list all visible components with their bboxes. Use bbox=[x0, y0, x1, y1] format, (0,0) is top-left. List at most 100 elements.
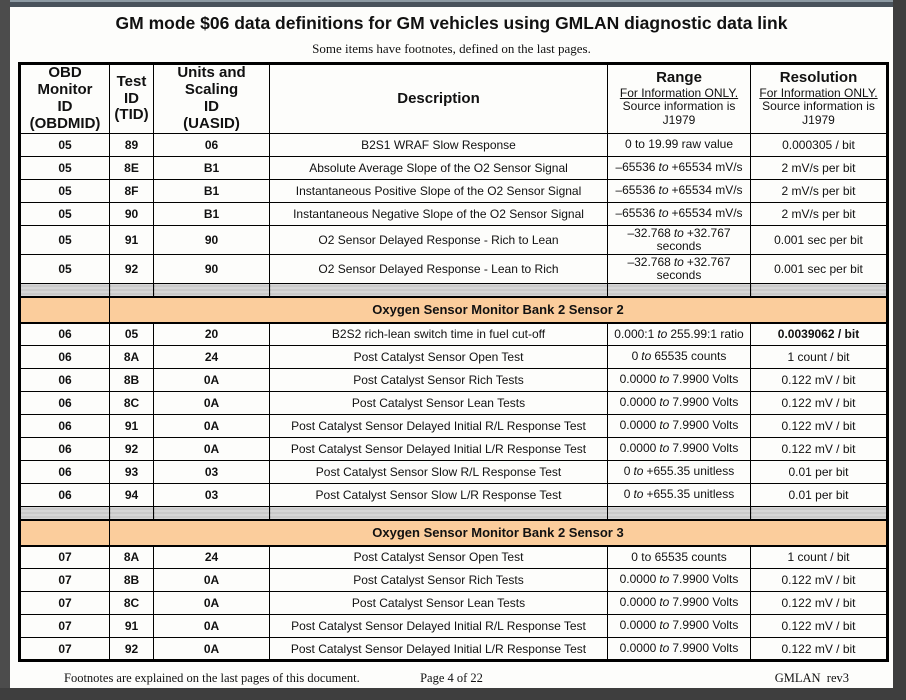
range-cell: –32.768 to +32.767 seconds bbox=[607, 254, 751, 284]
resolution-cell: 0.122 mV / bit bbox=[750, 437, 888, 461]
range-post: 7.9900 Volts bbox=[672, 395, 739, 410]
range-pre: 0.0000 bbox=[619, 595, 657, 610]
tid-cell: 92 bbox=[109, 254, 154, 284]
description-cell: Post Catalyst Sensor Delayed Initial L/R… bbox=[269, 437, 608, 461]
range-pre: 0.0000 bbox=[619, 418, 657, 433]
description-cell: Post Catalyst Sensor Open Test bbox=[269, 545, 608, 569]
range-to: to bbox=[673, 225, 684, 240]
col-header-tid: Test ID (TID) bbox=[109, 63, 154, 134]
uasid-cell: 0A bbox=[153, 414, 270, 438]
range-cell: 0.0000 to 7.9900 Volts bbox=[607, 614, 751, 638]
range-to: to bbox=[658, 160, 669, 175]
section-title: Oxygen Sensor Monitor Bank 2 Sensor 3 bbox=[109, 518, 888, 547]
range-to: to bbox=[657, 326, 668, 341]
range-to: to bbox=[659, 395, 670, 410]
range-post: +65534 mV/s bbox=[671, 183, 743, 198]
range-cell: 0 to 19.99 raw value bbox=[607, 133, 751, 157]
range-post: 7.9900 Volts bbox=[672, 441, 739, 456]
tid-cell: 92 bbox=[109, 637, 154, 661]
description-cell: Post Catalyst Sensor Open Test bbox=[269, 345, 608, 369]
range-pre: 0 bbox=[631, 349, 639, 364]
range-cell: 0.000:1 to 255.99:1 ratio bbox=[607, 322, 751, 346]
resolution-cell: 0.122 mV / bit bbox=[750, 368, 888, 392]
resolution-cell: 0.001 sec per bit bbox=[750, 254, 888, 284]
table-body: 05 89 06 B2S1 WRAF Slow Response 0 to 19.99 … bbox=[19, 133, 888, 661]
section-empty-cell bbox=[19, 518, 110, 547]
viewer-frame-right bbox=[893, 0, 906, 700]
range-cell: –65536 to +65534 mV/s bbox=[607, 179, 751, 203]
uasid-cell: 0A bbox=[153, 568, 270, 592]
table-row: 06 05 20 B2S2 rich-lean switch time in fuel… bbox=[19, 322, 888, 346]
range-to: to bbox=[659, 640, 670, 655]
table-row: 05 92 90 O2 Sensor Delayed Response - Lean … bbox=[19, 254, 888, 284]
data-table: OBD Monitor ID (OBDMID) Test ID (TID) Un… bbox=[18, 62, 889, 662]
range-post: 255.99:1 ratio bbox=[670, 326, 744, 341]
obdmid-cell: 06 bbox=[19, 322, 110, 346]
range-post: +655.35 unitless bbox=[646, 487, 735, 502]
resolution-cell: 0.01 per bit bbox=[750, 460, 888, 484]
resolution-cell: 2 mV/s per bit bbox=[750, 156, 888, 180]
uasid-cell: 0A bbox=[153, 437, 270, 461]
tid-cell: 8B bbox=[109, 568, 154, 592]
tid-cell: 8C bbox=[109, 391, 154, 415]
uasid-cell: 0A bbox=[153, 591, 270, 615]
viewer-frame-top bbox=[0, 0, 906, 7]
section-title: Oxygen Sensor Monitor Bank 2 Sensor 2 bbox=[109, 295, 888, 324]
separator-cell bbox=[19, 283, 110, 297]
range-cell: 0 to +655.35 unitless bbox=[607, 483, 751, 507]
uasid-cell: 0A bbox=[153, 391, 270, 415]
range-to: to bbox=[633, 487, 644, 502]
description-cell: Post Catalyst Sensor Delayed Initial L/R… bbox=[269, 637, 608, 661]
uasid-cell: 06 bbox=[153, 133, 270, 157]
obdmid-cell: 07 bbox=[19, 591, 110, 615]
table-row: 07 92 0A Post Catalyst Sensor Delayed Initi… bbox=[19, 637, 888, 661]
range-cell: –65536 to +65534 mV/s bbox=[607, 156, 751, 180]
tid-cell: 91 bbox=[109, 614, 154, 638]
range-pre: 0.0000 bbox=[619, 618, 657, 633]
col-header-resolution: Resolution For Information ONLY. Source … bbox=[750, 63, 888, 134]
range-cell: 0.0000 to 7.9900 Volts bbox=[607, 368, 751, 392]
resolution-header-note: Source information is J1979 bbox=[762, 99, 875, 128]
obdmid-cell: 05 bbox=[19, 156, 110, 180]
table-row: 07 8A 24 Post Catalyst Sensor Open Test 0 to… bbox=[19, 545, 888, 569]
footer-revision-text: GMLAN rev3 bbox=[774, 671, 849, 685]
obdmid-cell: 07 bbox=[19, 614, 110, 638]
obdmid-cell: 05 bbox=[19, 202, 110, 226]
viewer-frame-bottom bbox=[0, 688, 906, 700]
uasid-cell: B1 bbox=[153, 179, 270, 203]
uasid-cell: 0A bbox=[153, 368, 270, 392]
page-footer: Footnotes are explained on the last page… bbox=[10, 668, 893, 690]
range-post: +32.767 seconds bbox=[656, 225, 731, 253]
obdmid-cell: 05 bbox=[19, 179, 110, 203]
range-pre: 0 to 19.99 raw value bbox=[624, 137, 734, 152]
range-to: to bbox=[659, 441, 670, 456]
tid-cell: 8A bbox=[109, 345, 154, 369]
range-to: to bbox=[658, 206, 669, 221]
tid-cell: 91 bbox=[109, 225, 154, 255]
separator-cell bbox=[153, 283, 270, 297]
description-cell: Absolute Average Slope of the O2 Sensor … bbox=[269, 156, 608, 180]
range-post: +65534 mV/s bbox=[671, 206, 743, 221]
table-row: 06 91 0A Post Catalyst Sensor Delayed Initi… bbox=[19, 414, 888, 438]
col-header-obdmid: OBD Monitor ID (OBDMID) bbox=[19, 63, 110, 134]
description-cell: B2S1 WRAF Slow Response bbox=[269, 133, 608, 157]
description-cell: Post Catalyst Sensor Delayed Initial R/L… bbox=[269, 614, 608, 638]
range-cell: –32.768 to +32.767 seconds bbox=[607, 225, 751, 255]
range-to: to bbox=[673, 254, 684, 269]
description-cell: O2 Sensor Delayed Response - Rich to Lea… bbox=[269, 225, 608, 255]
obdmid-cell: 07 bbox=[19, 637, 110, 661]
resolution-cell: 2 mV/s per bit bbox=[750, 179, 888, 203]
table-row: 06 8C 0A Post Catalyst Sensor Lean Tests 0.0… bbox=[19, 391, 888, 415]
separator-row bbox=[19, 283, 888, 297]
description-cell: Post Catalyst Sensor Delayed Initial R/L… bbox=[269, 414, 608, 438]
range-post: 7.9900 Volts bbox=[672, 572, 739, 587]
resolution-cell: 0.122 mV / bit bbox=[750, 614, 888, 638]
obdmid-cell: 07 bbox=[19, 545, 110, 569]
uasid-cell: 0A bbox=[153, 614, 270, 638]
obdmid-cell: 07 bbox=[19, 568, 110, 592]
obdmid-cell: 06 bbox=[19, 368, 110, 392]
uasid-cell: 90 bbox=[153, 225, 270, 255]
range-pre: 0.0000 bbox=[619, 441, 657, 456]
range-cell: 0.0000 to 7.9900 Volts bbox=[607, 637, 751, 661]
table-row: 07 8B 0A Post Catalyst Sensor Rich Tests 0.0… bbox=[19, 568, 888, 592]
